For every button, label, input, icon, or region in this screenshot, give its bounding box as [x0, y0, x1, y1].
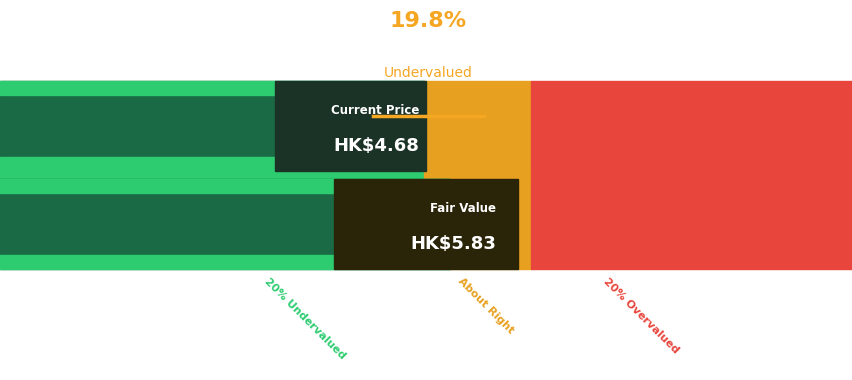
Bar: [0, 179, 449, 193]
Bar: [0, 255, 449, 269]
Bar: [449, 179, 530, 269]
Text: Undervalued: Undervalued: [383, 66, 472, 80]
Text: 20% Undervalued: 20% Undervalued: [262, 276, 348, 361]
Text: HK$5.83: HK$5.83: [410, 235, 496, 253]
Bar: [530, 179, 852, 269]
Bar: [0, 157, 423, 171]
Bar: [274, 81, 425, 171]
Text: About Right: About Right: [455, 276, 515, 336]
Text: Current Price: Current Price: [331, 105, 419, 117]
Bar: [0, 169, 423, 179]
Bar: [530, 81, 852, 171]
Text: Fair Value: Fair Value: [430, 202, 496, 215]
Text: HK$4.68: HK$4.68: [333, 137, 419, 155]
Bar: [423, 81, 530, 171]
Bar: [0, 81, 423, 171]
Bar: [0, 179, 449, 269]
Text: 20% Overvalued: 20% Overvalued: [601, 276, 680, 355]
Bar: [0, 81, 423, 95]
Bar: [530, 169, 852, 179]
Bar: [423, 169, 530, 179]
Text: 19.8%: 19.8%: [389, 11, 466, 31]
Bar: [334, 179, 517, 269]
